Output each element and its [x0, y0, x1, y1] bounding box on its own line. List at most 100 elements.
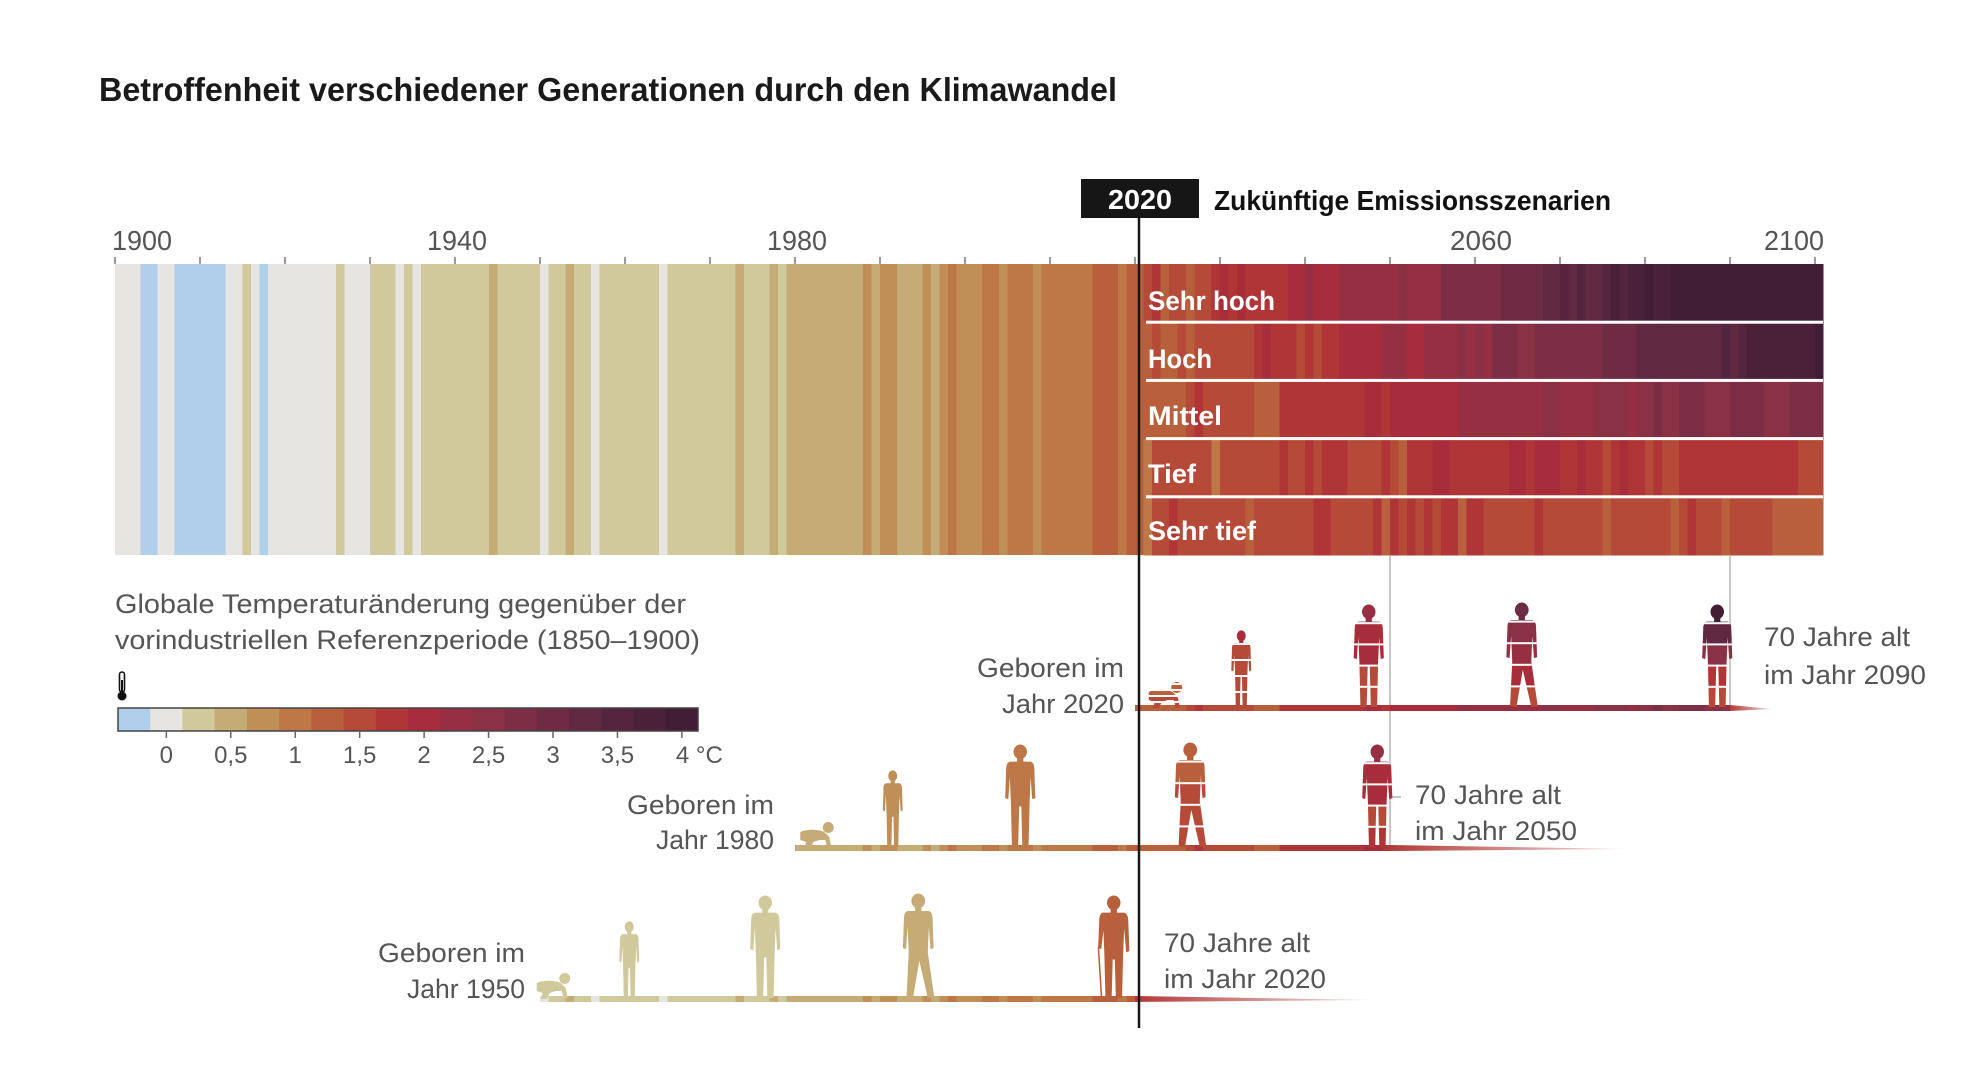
stripe-sehr-hoch-2059 [1466, 264, 1476, 323]
stripe-1976 [761, 264, 771, 555]
stripe-tief-2030 [1220, 438, 1230, 498]
stripe-sehr-tief-2058 [1458, 496, 1468, 556]
stripe-sehr-tief-2093 [1755, 496, 1765, 556]
stripe-hoch-2055 [1432, 322, 1442, 381]
legend-bin [440, 708, 473, 731]
stripe-1900 [115, 264, 125, 555]
lifeline-segment [761, 996, 770, 1002]
stripe-tief-2028 [1203, 438, 1213, 498]
stripe-2007 [1024, 264, 1034, 555]
stripe-tief-2052 [1407, 438, 1417, 498]
stripe-mittel-2087 [1704, 380, 1714, 440]
lifeline-segment [931, 845, 940, 851]
lifeline-segment [990, 996, 1000, 1002]
lifeline-segment [1636, 705, 1646, 711]
lifeline-segment [1271, 845, 1280, 851]
stripe-sehr-hoch-2096 [1781, 264, 1791, 323]
stripe-sehr-tief-2051 [1398, 496, 1408, 556]
lifeline-segment [1466, 705, 1476, 711]
stripe-mittel-2021 [1143, 380, 1153, 440]
stripe-1952 [557, 264, 567, 555]
stripe-hoch-2024 [1169, 322, 1179, 381]
legend-tick-label: 4 °C [676, 742, 723, 769]
person-walker-icon [1174, 742, 1207, 847]
stripe-sehr-hoch-2082 [1662, 264, 1672, 323]
lifeline-segment [608, 996, 617, 1002]
stripe-sehr-hoch-2073 [1585, 264, 1595, 323]
stripe-mittel-2084 [1679, 380, 1689, 440]
stripe-sehr-hoch-2044 [1339, 264, 1349, 323]
thermometer-icon [117, 671, 127, 701]
stripe-sehr-tief-2057 [1449, 496, 1459, 556]
stripe-tief-2092 [1747, 438, 1757, 498]
person-child-icon [1231, 630, 1252, 708]
lifeline-segment [1245, 705, 1255, 711]
generation-1980-labels: Geboren im Jahr 1980 70 Jahre alt im Jah… [627, 780, 1577, 855]
stripe-1950 [540, 264, 550, 555]
stripe-2009 [1041, 264, 1051, 555]
figure-band-hoch [1506, 621, 1538, 644]
stripe-mittel-2062 [1492, 380, 1502, 440]
stripe-hoch-2043 [1330, 322, 1340, 381]
stripe-mittel-2074 [1594, 380, 1604, 440]
lifeline-segment [1483, 705, 1493, 711]
lifeline-segment [1509, 705, 1518, 711]
stripe-sehr-hoch-2078 [1628, 264, 1638, 323]
lifeline-segment [1330, 705, 1340, 711]
stripe-hoch-2077 [1619, 322, 1629, 381]
lifeline-segment [1560, 705, 1569, 711]
stripe-sehr-tief-2088 [1713, 496, 1723, 556]
stripe-hoch-2057 [1449, 322, 1459, 381]
lifeline-segment [693, 996, 702, 1002]
lifeline-segment [1211, 845, 1221, 851]
stripe-hoch-2052 [1407, 322, 1417, 381]
stripe-sehr-hoch-2069 [1551, 264, 1561, 323]
lifeline-segment [1645, 705, 1654, 711]
lifeline-segment [897, 845, 906, 851]
stripe-hoch-2078 [1628, 322, 1638, 381]
lifeline-segment [1415, 705, 1425, 711]
born-label: Geboren im [627, 790, 774, 820]
stripe-hoch-2059 [1466, 322, 1476, 381]
stripe-tief-2080 [1645, 438, 1655, 498]
stripe-tief-2046 [1356, 438, 1366, 498]
stripe-1969 [701, 264, 711, 555]
stripe-sehr-hoch-2075 [1602, 264, 1612, 323]
legend-bin [246, 708, 280, 731]
figure-band-separator [1702, 643, 1733, 646]
figure-band-separator [1362, 783, 1393, 786]
lifeline-segment [710, 996, 719, 1002]
figure-band-separator [1174, 803, 1207, 806]
legend: Globale Temperaturänderung gegenüber der… [115, 589, 723, 769]
lifeline-bar [795, 845, 1628, 851]
lifeline-segment [871, 996, 881, 1002]
figure-band-separator [1362, 762, 1393, 765]
stripe-tief-2076 [1611, 438, 1621, 498]
stripe-sehr-tief-2024 [1169, 496, 1179, 556]
stripe-mittel-2097 [1789, 380, 1799, 440]
x-tick-label: 1900 [112, 225, 172, 256]
age-label: 70 Jahre alt [1415, 780, 1562, 810]
stripe-hoch-2029 [1211, 322, 1221, 381]
stripe-1924 [319, 264, 329, 555]
stripe-hoch-2098 [1798, 322, 1808, 381]
stripe-hoch-2050 [1390, 322, 1400, 381]
stripe-sehr-hoch-2099 [1806, 264, 1816, 323]
legend-bar-outline [117, 707, 699, 732]
lifeline-segment [1194, 705, 1204, 711]
lifeline-segment [1058, 996, 1068, 1002]
stripe-2017 [1109, 264, 1119, 555]
lifeline-segment [1279, 705, 1289, 711]
person-elder-icon [1097, 895, 1130, 998]
figure-band-hoch [1174, 761, 1207, 784]
lifeline-segment [557, 996, 566, 1002]
stripe-sehr-hoch-2052 [1407, 264, 1417, 323]
stripe-1986 [846, 264, 856, 555]
stripe-tief-2021 [1143, 438, 1153, 498]
stripe-sehr-tief-2073 [1585, 496, 1595, 556]
stripe-tief-2094 [1764, 438, 1774, 498]
figure-fill [536, 973, 571, 999]
generation-2020 [1135, 602, 1773, 711]
stripe-tief-2032 [1237, 438, 1247, 498]
